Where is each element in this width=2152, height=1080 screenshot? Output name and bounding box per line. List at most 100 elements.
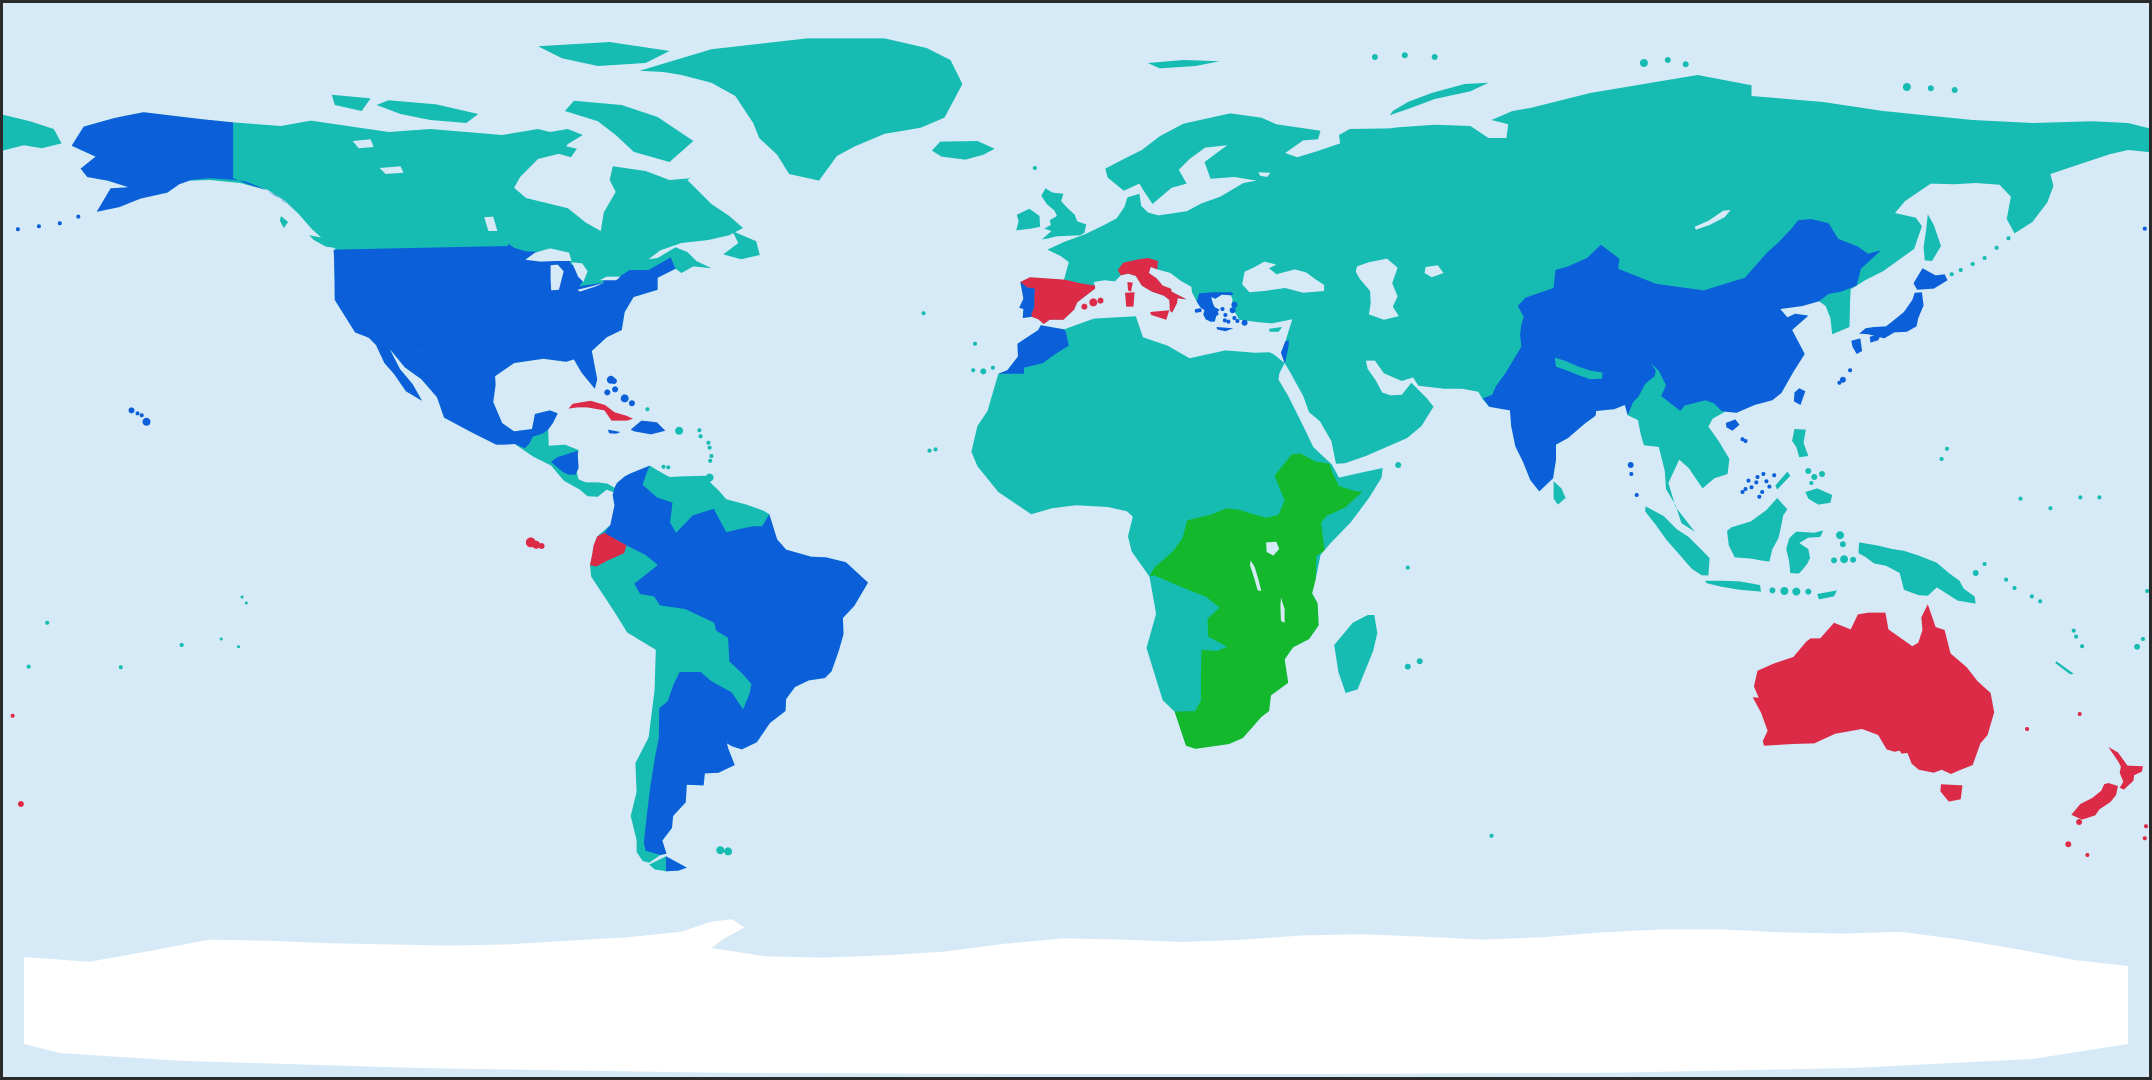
region-tierra-del-fuego-east xyxy=(665,856,687,872)
region-lake-baikal xyxy=(1694,210,1731,230)
region-southampton-island xyxy=(555,145,577,158)
region-falkland-islands xyxy=(716,846,725,855)
region-severnaya-zemlya xyxy=(1682,61,1689,68)
region-nz-outlying-islands xyxy=(2076,819,2083,825)
region-bismarck-archipelago xyxy=(1972,570,1979,576)
region-polynesia xyxy=(179,643,184,647)
region-black-sea xyxy=(1242,261,1325,293)
region-banks-island xyxy=(331,94,371,111)
region-kuril-islands xyxy=(1970,262,1975,266)
region-cyprus xyxy=(1269,327,1283,332)
region-kuril-islands xyxy=(2006,236,2011,241)
region-greece xyxy=(1196,292,1234,322)
region-new-zealand-north-island xyxy=(2108,747,2143,790)
region-vanuatu xyxy=(2071,628,2076,633)
region-bismarck-archipelago xyxy=(1982,562,1987,566)
region-maluku-islands xyxy=(1836,531,1844,540)
region-balearic-islands xyxy=(1097,297,1104,304)
region-bahamas xyxy=(628,400,635,407)
region-lesser-antilles xyxy=(708,458,713,463)
region-solomon-islands xyxy=(2004,577,2009,582)
region-chatham-islands xyxy=(17,801,24,807)
region-cuba xyxy=(568,400,633,421)
region-lake-erie xyxy=(577,282,605,292)
region-galapagos-islands xyxy=(538,543,545,549)
region-ellesmere-island xyxy=(538,42,670,66)
region-ryukyu-islands xyxy=(1837,380,1842,385)
region-mindanao xyxy=(1805,488,1833,505)
region-hawaii xyxy=(128,407,135,414)
region-puerto-rico xyxy=(675,426,684,435)
region-lake-ontario xyxy=(599,276,621,281)
region-lake-victoria xyxy=(1266,541,1280,556)
region-great-slave-lake xyxy=(379,166,404,174)
region-maluku-islands xyxy=(1831,557,1837,564)
region-balearic-islands xyxy=(1081,303,1088,310)
region-vanuatu xyxy=(2074,634,2079,639)
region-vancouver-island xyxy=(309,235,339,249)
region-lesser-antilles xyxy=(698,434,703,439)
region-taiwan xyxy=(1793,388,1806,405)
region-timor xyxy=(1817,590,1837,600)
region-spratly-islands xyxy=(1760,490,1765,494)
region-mexico xyxy=(376,345,558,449)
region-kerguelen xyxy=(1489,833,1494,838)
region-hainan xyxy=(1725,419,1740,431)
region-hawaii xyxy=(139,413,144,418)
region-vanuatu xyxy=(2080,644,2085,649)
region-aegean-islands xyxy=(1214,311,1219,316)
region-spratly-islands xyxy=(1743,487,1748,491)
region-polynesia xyxy=(26,664,31,669)
region-polynesia xyxy=(219,637,223,641)
region-hawaii xyxy=(142,417,151,426)
region-java xyxy=(1704,580,1762,592)
region-lake-michigan xyxy=(550,264,564,291)
region-lake-tanganyika xyxy=(1250,560,1262,591)
region-nz-outlying-islands xyxy=(2065,841,2072,848)
region-mascarene-islands xyxy=(1404,663,1411,670)
region-borneo xyxy=(1727,498,1788,562)
region-maluku-islands xyxy=(1840,555,1849,564)
region-new-siberian-islands xyxy=(1902,83,1911,91)
region-great-britain xyxy=(1041,188,1087,240)
region-lesser-sunda-islands xyxy=(1769,587,1776,594)
region-visayas xyxy=(1819,471,1825,477)
region-andaman-nicobar xyxy=(1627,462,1634,468)
region-madeira-azores xyxy=(973,341,977,346)
region-japan-shikoku xyxy=(1869,334,1882,343)
region-greenland xyxy=(639,38,963,181)
region-aleutian-islands xyxy=(57,221,62,226)
region-fiji xyxy=(2141,637,2145,641)
region-ireland xyxy=(1016,208,1041,231)
region-portugal xyxy=(1019,282,1035,318)
region-morocco xyxy=(998,325,1069,374)
region-china xyxy=(1517,219,1882,413)
region-baffin-island xyxy=(564,100,694,162)
region-ecuador xyxy=(590,532,627,567)
region-franz-josef-land xyxy=(1371,54,1378,60)
region-chukotka xyxy=(0,114,62,152)
region-spratly-islands xyxy=(1754,480,1759,485)
region-united-states xyxy=(333,243,676,389)
region-falkland-islands xyxy=(724,847,733,856)
region-jamaica xyxy=(607,429,621,434)
region-nz-outlying-islands xyxy=(2144,824,2148,829)
region-israel xyxy=(1281,340,1289,363)
region-spain xyxy=(1020,277,1096,324)
region-sri-lanka xyxy=(1553,481,1566,505)
region-kuril-islands xyxy=(1958,268,1963,272)
region-micronesia xyxy=(2078,495,2083,500)
region-japan-honshu xyxy=(1859,292,1924,339)
region-polynesia xyxy=(240,595,244,599)
region-aegean-islands xyxy=(1229,307,1236,314)
region-lesser-antilles xyxy=(707,445,712,450)
region-spratly-islands xyxy=(1749,485,1754,490)
region-ryukyu-islands xyxy=(1848,368,1853,373)
region-franz-josef-land xyxy=(1401,52,1408,59)
region-polynesia xyxy=(45,620,50,625)
region-canary-islands xyxy=(990,365,995,370)
region-lesser-sunda-islands xyxy=(1792,587,1801,596)
region-nz-outlying-islands xyxy=(2085,853,2090,857)
